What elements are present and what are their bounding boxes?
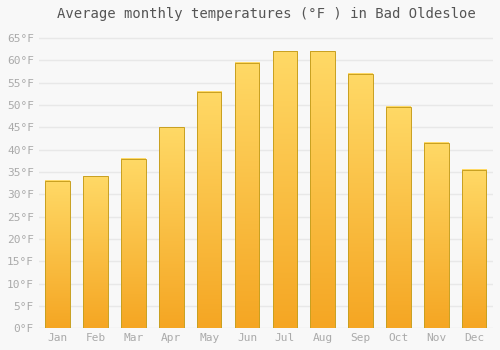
Bar (121, 159, 146, 328)
Bar (197, 92, 222, 328)
Bar (234, 63, 260, 328)
Bar (462, 170, 486, 328)
Bar (84, 176, 108, 328)
Bar (348, 74, 373, 328)
Bar (272, 51, 297, 328)
Bar (310, 51, 335, 328)
Bar (386, 107, 410, 328)
Title: Average monthly temperatures (°F ) in Bad Oldesloe: Average monthly temperatures (°F ) in Ba… (56, 7, 476, 21)
Bar (424, 143, 448, 328)
Bar (46, 181, 70, 328)
Bar (159, 127, 184, 328)
